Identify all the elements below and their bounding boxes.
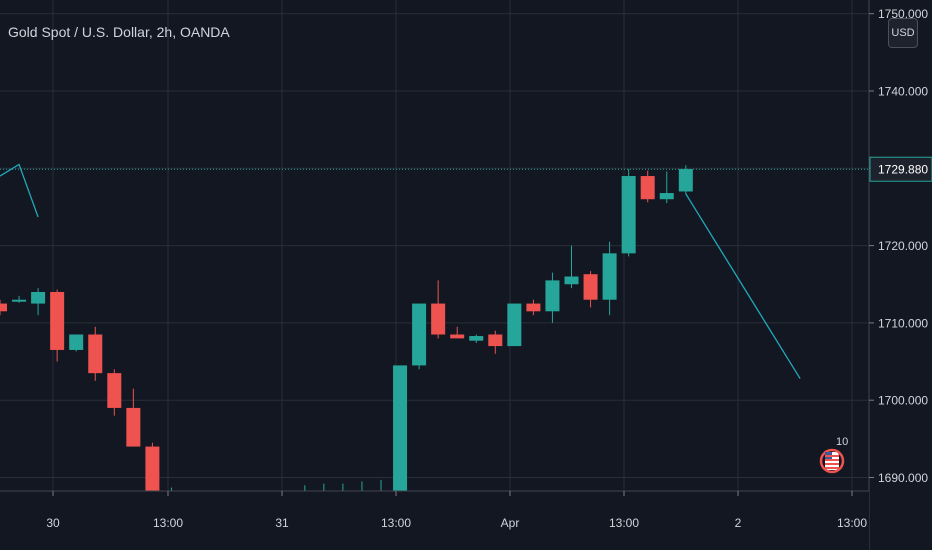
candle-body-29 xyxy=(545,280,560,312)
candle-body-35 xyxy=(659,193,674,200)
candle-body-33 xyxy=(621,176,636,254)
candle-body-5 xyxy=(88,334,103,374)
candle-body-26 xyxy=(488,334,503,347)
candle-1 xyxy=(12,295,27,303)
x-tick-label-0: 30 xyxy=(46,516,60,530)
candle-31 xyxy=(583,271,598,308)
candle-8 xyxy=(145,442,160,497)
candle-35 xyxy=(659,171,674,204)
candle-body-24 xyxy=(450,334,465,339)
x-axis-background xyxy=(0,491,869,550)
y-tick-label-1: 1700.000 xyxy=(878,394,928,408)
candle-body-32 xyxy=(602,253,617,300)
annotation-lines xyxy=(0,163,801,379)
candle-body-7 xyxy=(126,407,141,447)
candle-body-0 xyxy=(0,303,7,312)
trend-line-1 xyxy=(685,193,801,379)
candle-body-21 xyxy=(393,365,408,497)
event-count: 10 xyxy=(836,436,849,448)
candle-6 xyxy=(107,369,122,416)
candle-body-1 xyxy=(12,299,27,302)
candle-32 xyxy=(602,241,617,316)
candle-33 xyxy=(621,169,636,257)
candle-body-25 xyxy=(469,336,484,341)
y-tick-label-3: 1720.000 xyxy=(878,239,928,253)
candle-28 xyxy=(526,299,541,316)
candle-23 xyxy=(431,280,446,339)
candle-body-34 xyxy=(640,176,655,200)
y-tick-label-2: 1710.000 xyxy=(878,316,928,330)
candle-body-8 xyxy=(145,446,160,497)
last-price-box xyxy=(869,156,932,182)
last-price-label: 1729.880 xyxy=(878,163,928,177)
x-tick-label-7: 13:00 xyxy=(837,516,867,530)
candle-7 xyxy=(126,388,141,447)
candle-24 xyxy=(450,326,465,339)
x-tick-label-4: Apr xyxy=(501,516,520,530)
candle-body-36 xyxy=(678,169,693,192)
candle-27 xyxy=(507,303,522,347)
trend-line-0 xyxy=(0,163,39,218)
candle-body-2 xyxy=(31,291,46,304)
candles xyxy=(0,165,693,497)
candle-21 xyxy=(393,365,408,497)
y-tick-label-6: 1750.000 xyxy=(878,7,928,21)
candle-36 xyxy=(678,165,693,195)
y-axis: 1690.0001700.0001710.0001720.0001730.000… xyxy=(868,0,932,550)
symbol-title: Gold Spot / U.S. Dollar, 2h, OANDA xyxy=(8,24,230,40)
candle-body-4 xyxy=(69,334,84,350)
x-tick-label-1: 13:00 xyxy=(153,516,183,530)
candle-0 xyxy=(0,299,7,316)
us-flag-icon[interactable] xyxy=(819,448,845,474)
x-axis: 30 13:00 31 13:00 Apr 13:00 2 13:00 xyxy=(0,490,869,550)
candle-body-6 xyxy=(107,373,122,408)
event-badge xyxy=(819,448,845,474)
x-tick-label-6: 2 xyxy=(735,516,742,530)
x-tick-label-2: 31 xyxy=(275,516,289,530)
candle-body-30 xyxy=(564,276,579,285)
y-axis-background xyxy=(869,0,932,550)
candle-4 xyxy=(69,334,84,352)
candle-25 xyxy=(469,334,484,343)
candle-body-3 xyxy=(50,291,65,350)
candle-body-28 xyxy=(526,303,541,312)
currency-button[interactable]: USD xyxy=(888,18,918,48)
candle-2 xyxy=(31,288,46,316)
y-tick-label-0: 1690.000 xyxy=(878,471,928,485)
candle-body-22 xyxy=(412,303,427,366)
x-tick-label-3: 13:00 xyxy=(381,516,411,530)
candle-26 xyxy=(488,330,503,354)
candle-30 xyxy=(564,245,579,289)
candle-22 xyxy=(412,303,427,370)
y-tick-label-5: 1740.000 xyxy=(878,85,928,99)
candle-5 xyxy=(88,326,103,381)
candle-34 xyxy=(640,170,655,203)
candle-29 xyxy=(545,272,560,323)
candle-body-27 xyxy=(507,303,522,347)
candle-body-23 xyxy=(431,303,446,335)
x-tick-label-5: 13:00 xyxy=(609,516,639,530)
candle-3 xyxy=(50,289,65,362)
candle-body-31 xyxy=(583,274,598,300)
